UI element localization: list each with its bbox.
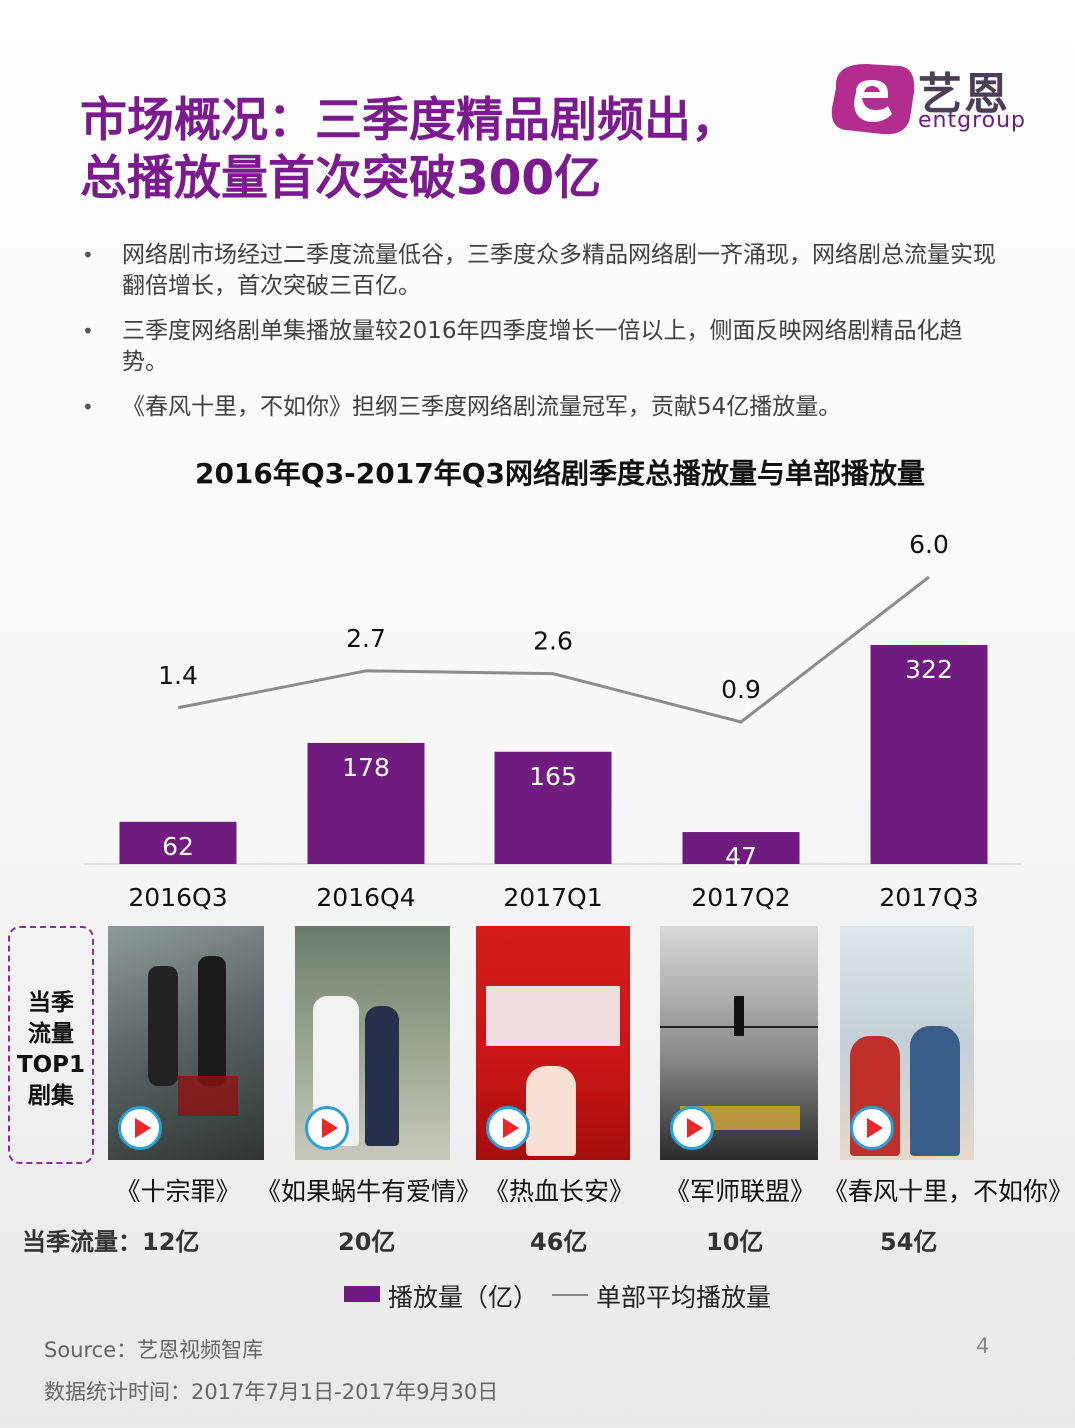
bar-value-label: 165 <box>529 762 577 791</box>
top1-label-line: 剧集 <box>28 1083 74 1109</box>
entgroup-logo: 艺恩 entgroup <box>826 58 1036 140</box>
play-icon[interactable] <box>118 1106 162 1150</box>
bar <box>494 751 612 864</box>
show-name: 《春风十里，不如你》 <box>823 1177 1074 1206</box>
bar <box>870 645 988 864</box>
bullet-item: 网络剧市场经过二季度流量低谷，三季度众多精品网络剧一齐涌现，网络剧总流量实现翻倍… <box>78 240 998 302</box>
line-value-label: 0.9 <box>721 675 761 704</box>
page-title: 市场概况：三季度精品剧频出， 总播放量首次突破300亿 <box>80 92 840 208</box>
stream-value: 12亿 <box>142 1228 200 1256</box>
page-title-line2: 总播放量首次突破300亿 <box>80 151 602 206</box>
legend-bar-swatch <box>344 1286 380 1302</box>
poster-shizongzui[interactable] <box>108 926 264 1160</box>
stream-value: 10亿 <box>706 1228 764 1256</box>
line-value-label: 6.0 <box>909 530 949 559</box>
play-icon[interactable] <box>850 1106 894 1150</box>
play-icon[interactable] <box>670 1106 714 1150</box>
legend-line-label: 单部平均播放量 <box>596 1283 772 1312</box>
top1-label: 当季 流量 TOP1 剧集 <box>10 988 92 1112</box>
show-name: 《军师联盟》 <box>665 1177 816 1206</box>
x-tick-label: 2017Q2 <box>691 883 790 912</box>
bullet-item: 《春风十里，不如你》担纲三季度网络剧流量冠军，贡献54亿播放量。 <box>78 392 998 423</box>
line-value-label: 1.4 <box>158 661 198 690</box>
bar-value-label: 178 <box>342 753 390 782</box>
bar <box>307 742 425 864</box>
x-tick-label: 2017Q1 <box>503 883 602 912</box>
play-icon[interactable] <box>305 1106 349 1150</box>
combo-chart: 62 2016Q3 178 2016Q4 165 2017Q1 47 2017Q2 322 201… <box>84 530 1022 912</box>
bullet-list: 网络剧市场经过二季度流量低谷，三季度众多精品网络剧一齐涌现，网络剧总流量实现翻倍… <box>78 240 998 437</box>
top1-label-line: 流量 <box>28 1021 74 1047</box>
line-value-label: 2.7 <box>346 624 386 653</box>
play-icon[interactable] <box>486 1106 530 1150</box>
bar-value-label: 62 <box>162 832 194 861</box>
show-name: 《十宗罪》 <box>115 1177 241 1206</box>
poster-woniu[interactable] <box>295 926 450 1160</box>
page-number: 4 <box>976 1334 990 1358</box>
x-tick-label: 2016Q4 <box>316 883 415 912</box>
bar-value-label: 322 <box>905 655 953 684</box>
logo-text-en: entgroup <box>918 108 1026 133</box>
top1-label-box: 当季 流量 TOP1 剧集 <box>8 926 94 1164</box>
show-name: 《热血长安》 <box>484 1177 635 1206</box>
bullet-item: 三季度网络剧单集播放量较2016年四季度增长一倍以上，侧面反映网络剧精品化趋势。 <box>78 316 998 378</box>
legend-line-swatch <box>552 1294 588 1296</box>
bar <box>119 821 237 864</box>
poster-junshi-lianmeng[interactable] <box>660 926 818 1160</box>
show-name: 《如果蜗牛有爱情》 <box>256 1177 482 1206</box>
stream-value: 46亿 <box>530 1228 588 1256</box>
poster-chunfeng-shili[interactable] <box>840 926 974 1160</box>
stream-value: 54亿 <box>880 1228 938 1256</box>
stream-value: 20亿 <box>338 1228 396 1256</box>
bar <box>682 832 800 864</box>
page-title-line1: 市场概况：三季度精品剧频出， <box>80 93 738 148</box>
poster-rexue-changan[interactable] <box>476 926 630 1160</box>
top1-label-line: TOP1 <box>16 1052 86 1078</box>
date-range-note: 数据统计时间：2017年7月1日-2017年9月30日 <box>44 1380 499 1404</box>
stream-label-row: 当季流量：12亿 <box>22 1222 199 1257</box>
legend-bar-label: 播放量（亿） <box>388 1283 539 1312</box>
x-tick-label: 2016Q3 <box>128 883 227 912</box>
chart-title: 2016年Q3-2017年Q3网络剧季度总播放量与单部播放量 <box>194 457 926 490</box>
top1-label-line: 当季 <box>28 990 74 1016</box>
entgroup-logo-icon <box>831 64 915 135</box>
line-value-label: 2.6 <box>533 627 573 656</box>
logo-text-cn: 艺恩 <box>918 69 1010 120</box>
line-series <box>177 575 930 724</box>
stream-prefix: 当季流量： <box>22 1228 142 1256</box>
x-tick-label: 2017Q3 <box>879 883 978 912</box>
bar-value-label: 47 <box>725 842 757 871</box>
source-note: Source：艺恩视频智库 <box>44 1338 264 1362</box>
